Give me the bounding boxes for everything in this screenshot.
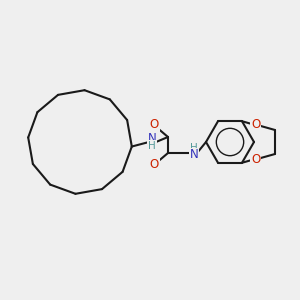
Text: O: O [251,153,260,166]
Text: O: O [149,158,159,172]
Text: H: H [190,143,198,153]
Text: N: N [148,133,156,146]
Text: O: O [149,118,159,131]
Text: N: N [190,148,198,161]
Text: O: O [251,118,260,131]
Text: H: H [148,141,156,151]
